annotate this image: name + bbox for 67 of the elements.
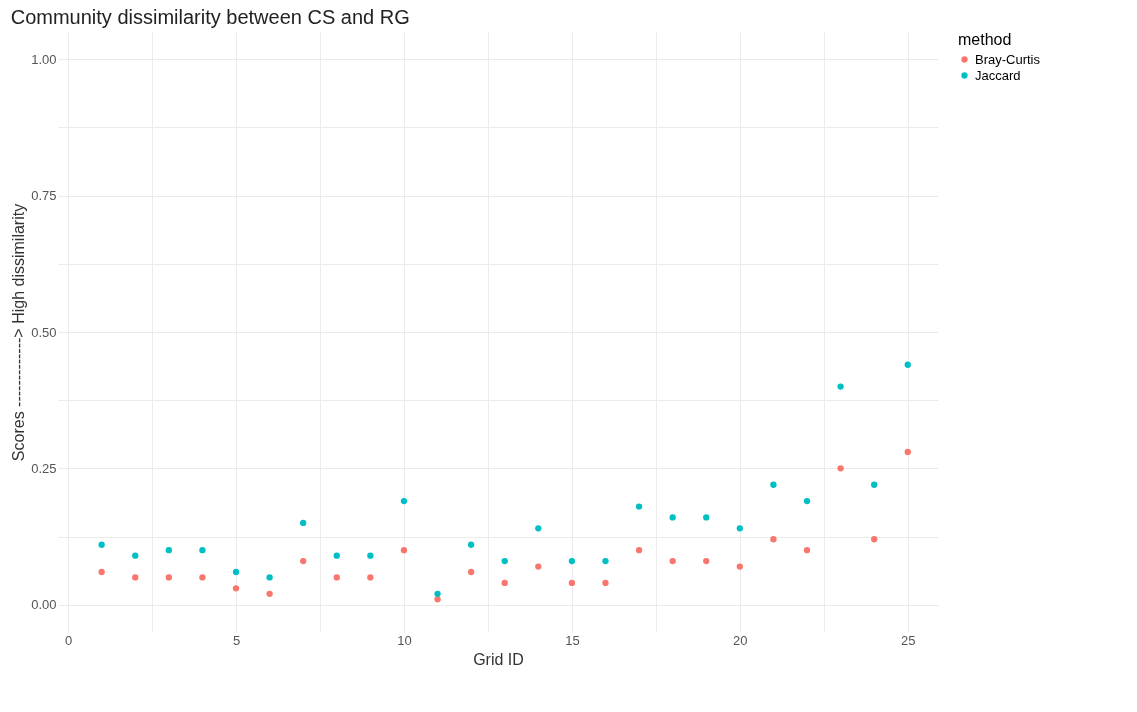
point xyxy=(837,465,844,472)
x-axis-title: Grid ID xyxy=(473,650,524,668)
point xyxy=(199,574,206,581)
y-tick-label: 0.00 xyxy=(31,597,57,613)
point xyxy=(132,552,139,559)
point xyxy=(803,497,811,505)
point xyxy=(770,536,777,543)
point xyxy=(400,497,408,505)
x-tick-label: 5 xyxy=(232,632,241,648)
point xyxy=(871,536,878,543)
point xyxy=(669,557,676,565)
legend-label: Bray-Curtis xyxy=(975,51,1041,67)
point xyxy=(300,557,307,565)
point xyxy=(568,557,576,565)
point xyxy=(602,579,609,587)
point xyxy=(165,547,172,554)
x-tick-label: 15 xyxy=(565,632,580,648)
point xyxy=(300,519,307,527)
point xyxy=(367,552,374,559)
point xyxy=(635,503,643,510)
legend-title: method xyxy=(958,31,1012,48)
point xyxy=(434,596,441,603)
point xyxy=(501,557,508,565)
y-tick-label: 0.75 xyxy=(31,188,57,204)
x-tick-label: 20 xyxy=(733,632,748,648)
y-tick-label: 0.50 xyxy=(31,324,57,340)
point xyxy=(333,552,340,559)
point xyxy=(98,568,105,576)
x-tick-label: 25 xyxy=(901,632,916,648)
y-axis-title: Scores -------------> High dissimilarity xyxy=(10,203,28,462)
point xyxy=(904,361,911,368)
point xyxy=(736,525,743,532)
y-tick-label: 0.25 xyxy=(31,460,57,476)
point xyxy=(467,568,475,576)
point xyxy=(132,574,139,581)
point xyxy=(703,514,710,521)
point xyxy=(837,383,844,390)
point xyxy=(770,481,777,488)
point xyxy=(367,574,374,581)
point xyxy=(165,574,172,581)
point xyxy=(266,574,273,581)
point xyxy=(199,547,206,554)
point xyxy=(535,563,542,570)
point xyxy=(703,557,710,565)
point xyxy=(400,547,408,554)
point xyxy=(669,514,676,521)
point xyxy=(803,547,811,554)
point xyxy=(535,525,542,532)
legend-label: Jaccard xyxy=(975,67,1021,83)
x-tick-label: 0 xyxy=(64,632,73,648)
y-tick-label: 1.00 xyxy=(31,51,57,67)
point xyxy=(501,579,508,587)
point xyxy=(871,481,878,488)
point xyxy=(904,448,911,456)
point xyxy=(568,579,576,587)
point xyxy=(232,585,240,592)
point xyxy=(736,563,743,570)
point xyxy=(232,568,240,576)
x-tick-label: 10 xyxy=(397,632,412,648)
point xyxy=(602,557,609,565)
point xyxy=(467,541,475,548)
point xyxy=(333,574,340,581)
chart-title: Community dissimilarity between CS and RG xyxy=(10,6,410,28)
point xyxy=(434,590,441,597)
point xyxy=(266,590,273,597)
point xyxy=(635,547,643,554)
point xyxy=(98,541,105,548)
